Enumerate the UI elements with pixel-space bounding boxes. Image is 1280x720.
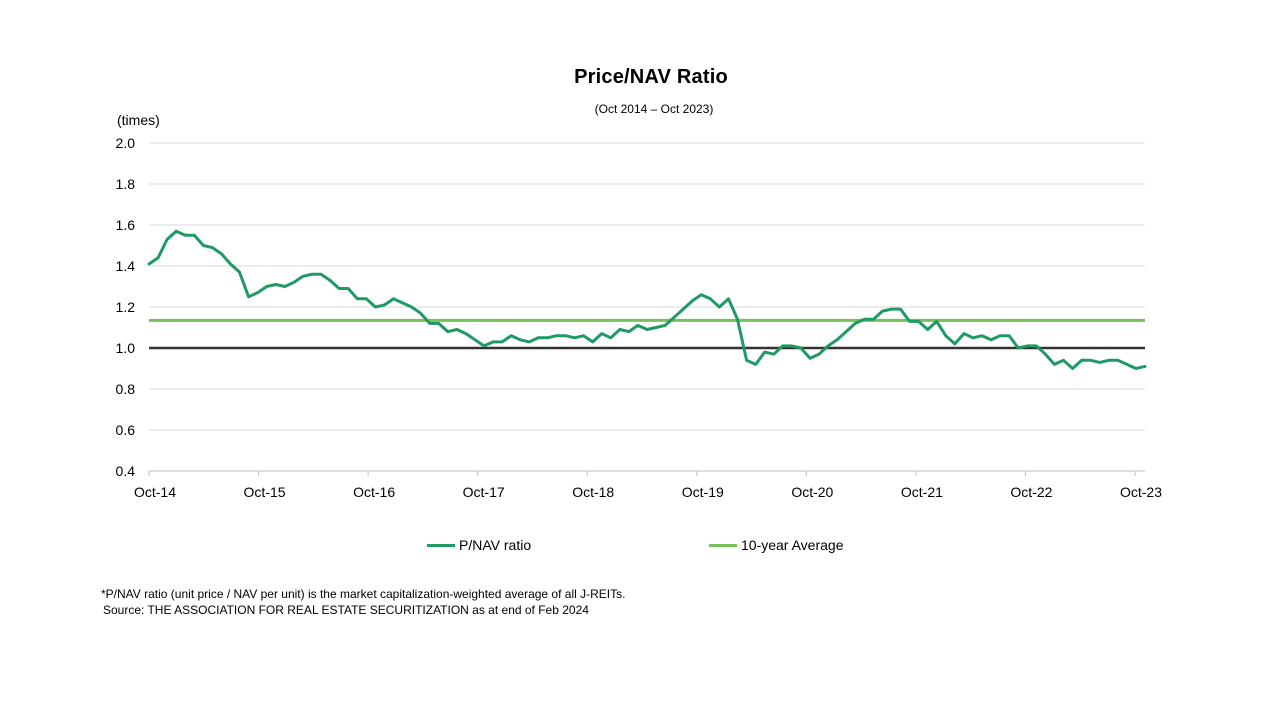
x-tick-label: Oct-14	[134, 484, 176, 500]
y-tick-label: 0.4	[116, 463, 136, 479]
legend-item-pnav: P/NAV ratio	[427, 537, 531, 553]
y-tick-label: 1.4	[116, 258, 136, 274]
x-tick-label: Oct-22	[1010, 484, 1052, 500]
y-tick-label: 0.6	[116, 422, 136, 438]
legend-swatch-pnav	[427, 543, 455, 547]
y-tick-label: 2.0	[116, 135, 136, 151]
x-tick-label: Oct-18	[572, 484, 614, 500]
chart-subtitle: (Oct 2014 – Oct 2023)	[594, 102, 714, 116]
x-tick-label: Oct-17	[463, 484, 505, 500]
legend-item-average: 10-year Average	[709, 537, 843, 553]
legend-swatch-average	[709, 543, 737, 547]
y-tick-label: 1.0	[116, 340, 136, 356]
y-tick-label: 1.8	[116, 176, 136, 192]
y-tick-label: 1.6	[116, 217, 136, 233]
x-tick-label: Oct-15	[244, 484, 286, 500]
y-tick-label: 1.2	[116, 299, 136, 315]
series-line-pnav-ratio	[147, 229, 1147, 370]
x-tick-label: Oct-20	[791, 484, 833, 500]
x-tick-label: Oct-23	[1120, 484, 1162, 500]
y-axis-ticks: 2.0 1.8 1.6 1.4 1.2 1.0 0.8 0.6 0.4	[116, 135, 136, 479]
y-tick-label: 0.8	[116, 381, 136, 397]
gridlines	[149, 142, 1145, 431]
x-axis: Oct-14 Oct-15 Oct-16 Oct-17 Oct-18 Oct-19 Oct-…	[134, 470, 1162, 500]
source-note: Source: THE ASSOCIATION FOR REAL ESTATE …	[103, 603, 589, 617]
x-tick-label: Oct-19	[682, 484, 724, 500]
x-tick-label: Oct-21	[901, 484, 943, 500]
legend-label-average: 10-year Average	[741, 537, 844, 553]
y-axis-unit-label: (times)	[117, 112, 160, 128]
series-lines	[147, 229, 1147, 370]
x-tick-label: Oct-16	[353, 484, 395, 500]
chart-title: Price/NAV Ratio	[574, 66, 728, 88]
footnote: *P/NAV ratio (unit price / NAV per unit)…	[101, 587, 626, 601]
legend-label-pnav: P/NAV ratio	[459, 537, 532, 553]
